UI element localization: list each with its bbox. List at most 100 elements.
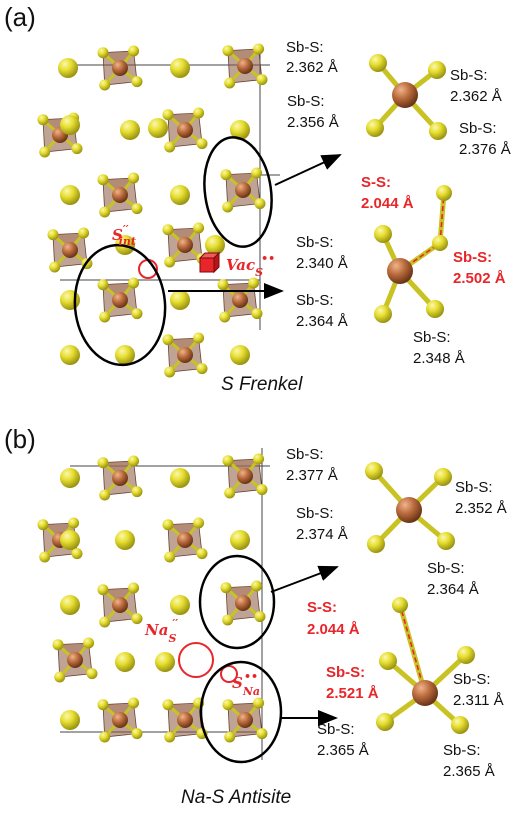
b-defect-ss-name: S-S: — [307, 599, 337, 616]
a-defect-sbs-red-name: Sb-S: — [453, 249, 492, 266]
sulfur-atom — [170, 58, 190, 78]
sbs-octahedron — [97, 277, 143, 323]
a-defect-sbs-red-value: 2.502 Å — [453, 270, 506, 287]
b-arrow-to-pristine — [270, 565, 339, 593]
a-defect-ss-value: 2.044 Å — [361, 195, 414, 212]
a-defect-sbs4-molecule — [374, 185, 452, 323]
sulfur-atom — [205, 235, 225, 255]
sulfur-atom — [115, 530, 135, 550]
sbs-octahedron — [162, 517, 208, 563]
sulfur-atom — [60, 290, 80, 310]
a-left-label-1-name: Sb-S: — [286, 39, 324, 56]
sulfur-atom — [148, 118, 168, 138]
sulfur-atom — [120, 120, 140, 140]
panel-a-title: S Frenkel — [221, 374, 303, 395]
defect-site-oval — [73, 243, 167, 367]
sulfur-atom — [115, 345, 135, 365]
b-defect-sbs1-value: 2.311 Å — [453, 692, 504, 709]
panel-b-title: Na-S Antisite — [181, 787, 291, 808]
vacancy-cube-icon — [198, 251, 221, 274]
b-pristine-label-1-value: 2.352 Å — [455, 500, 507, 517]
b-defect-sbs4-molecule — [376, 597, 475, 734]
sbs-octahedron — [222, 453, 268, 499]
a-defect-sbs1-value: 2.340 Å — [296, 255, 348, 272]
sbs-octahedron — [220, 580, 266, 626]
sulfur-atom — [170, 185, 190, 205]
s-on-na-circle — [220, 665, 238, 683]
b-left-label-1-name: Sb-S: — [286, 446, 324, 463]
b-left-label-1-value: 2.377 Å — [286, 467, 338, 484]
panel-a-crystal-structure — [37, 43, 280, 378]
sbs-octahedron — [222, 697, 268, 743]
sulfur-atom — [155, 652, 175, 672]
b-defect-ss-value: 2.044 Å — [307, 621, 360, 638]
sbs-octahedron — [47, 227, 93, 273]
arrow-to-pristine — [274, 154, 342, 186]
a-defect-sbs3-value: 2.348 Å — [413, 350, 465, 367]
a-pristine-sbs4-molecule — [366, 54, 447, 140]
sbs-octahedron — [162, 332, 208, 378]
sulfur-atom — [170, 595, 190, 615]
b-pristine-label-1-name: Sb-S: — [455, 479, 493, 496]
sulfur-atom — [60, 468, 80, 488]
b-pristine-label-2-name: Sb-S: — [427, 560, 465, 577]
a-defect-sbs2-name: Sb-S: — [296, 292, 334, 309]
b-defect-site-oval — [199, 660, 283, 764]
defect-vacancy-label: VacS•• — [226, 252, 275, 279]
a-left-label-2-name: Sb-S: — [287, 93, 325, 110]
b-defect-sbs-red-name: Sb-S: — [326, 664, 365, 681]
sulfur-atom — [170, 290, 190, 310]
sulfur-atom — [60, 530, 80, 550]
sbs-octahedron — [52, 637, 98, 683]
a-pristine-label-1-name: Sb-S: — [450, 67, 488, 84]
b-defect-sbs2-value: 2.365 Å — [317, 742, 369, 759]
na-on-s-circle — [178, 642, 214, 678]
sulfur-atom — [60, 345, 80, 365]
sulfur-atom — [58, 58, 78, 78]
a-pristine-label-2-name: Sb-S: — [459, 120, 497, 137]
b-left-label-2-name: Sb-S: — [296, 505, 334, 522]
sulfur-atom — [60, 115, 80, 135]
sbs-octahedron — [217, 277, 263, 323]
sbs-octahedron — [162, 697, 208, 743]
b-pristine-site-oval — [198, 554, 276, 650]
sulfur-atom — [230, 345, 250, 365]
a-defect-sbs3-name: Sb-S: — [413, 329, 451, 346]
panel-a-label: (a) — [4, 2, 36, 32]
sbs-octahedron — [222, 43, 268, 89]
b-defect-sbs-red-value: 2.521 Å — [326, 685, 379, 702]
sulfur-atom — [230, 530, 250, 550]
b-defect-sbs3-value: 2.365 Å — [443, 763, 495, 780]
sbs-octahedron — [97, 455, 143, 501]
b-defect-sbs3-name: Sb-S: — [443, 742, 481, 759]
sulfur-atom — [170, 468, 190, 488]
sbs-octahedron — [97, 45, 143, 91]
a-defect-sbs1-name: Sb-S: — [296, 234, 334, 251]
a-left-label-1-value: 2.362 Å — [286, 59, 338, 76]
sbs-octahedron — [97, 582, 143, 628]
sbs-octahedron — [97, 172, 143, 218]
b-pristine-label-2-value: 2.364 Å — [427, 581, 479, 598]
sulfur-atom — [60, 595, 80, 615]
b-defect-sbs1-name: Sb-S: — [453, 671, 491, 688]
sulfur-atom — [60, 185, 80, 205]
defect-na-on-s-label: NaS′′ — [144, 617, 178, 645]
b-left-label-2-value: 2.374 Å — [296, 526, 348, 543]
a-defect-ss-name: S-S: — [361, 174, 391, 191]
a-pristine-label-2-value: 2.376 Å — [459, 141, 511, 158]
sulfur-atom — [115, 652, 135, 672]
sulfur-atom — [60, 710, 80, 730]
a-pristine-label-1-value: 2.362 Å — [450, 88, 502, 105]
sbs-octahedron — [97, 697, 143, 743]
sbs-octahedron — [162, 107, 208, 153]
pristine-site-oval — [203, 136, 273, 248]
b-defect-sbs2-name: Sb-S: — [317, 721, 355, 738]
panel-b-crystal-structure — [37, 448, 283, 764]
a-left-label-2-value: 2.356 Å — [287, 114, 339, 131]
sbs-octahedron — [220, 167, 266, 213]
defect-s-on-na-label: SNa•• — [232, 670, 260, 698]
sulfur-atom — [230, 120, 250, 140]
sbs-octahedron — [162, 222, 208, 268]
b-pristine-sbs4-molecule — [365, 462, 455, 553]
